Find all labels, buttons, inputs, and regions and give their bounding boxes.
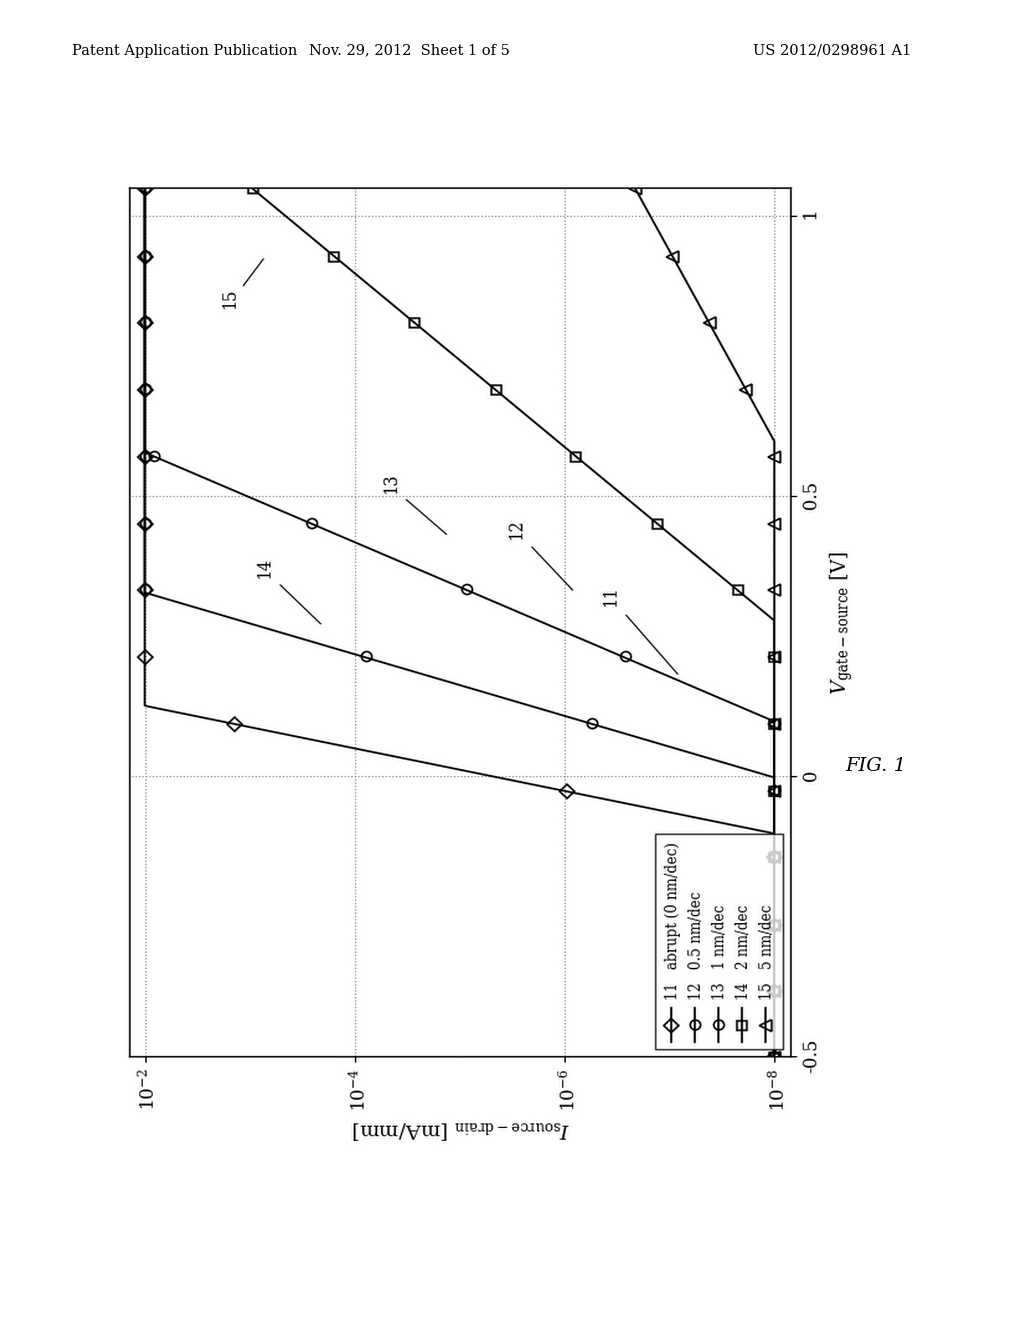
Text: Nov. 29, 2012  Sheet 1 of 5: Nov. 29, 2012 Sheet 1 of 5	[309, 44, 510, 58]
Text: Patent Application Publication: Patent Application Publication	[72, 44, 297, 58]
Text: US 2012/0298961 A1: US 2012/0298961 A1	[753, 44, 911, 58]
Text: FIG. 1: FIG. 1	[845, 756, 906, 775]
